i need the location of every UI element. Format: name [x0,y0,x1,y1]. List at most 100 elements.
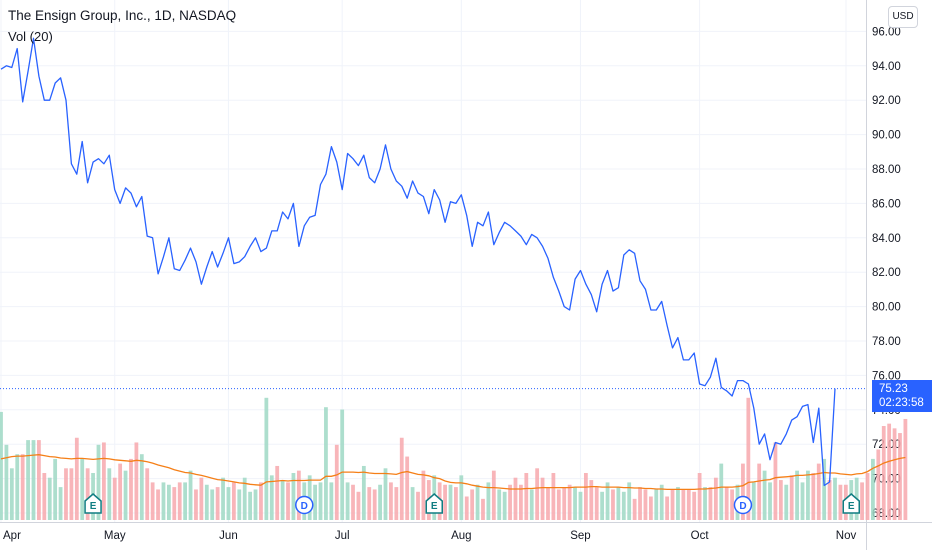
volume-bar [713,477,718,520]
volume-bar [860,482,864,520]
volume-bar [529,489,534,520]
volume-bar [80,458,85,520]
volume-bar [378,484,382,520]
x-tick-label: Aug [451,530,471,542]
volume-bar [865,473,870,520]
volume-bar [150,482,155,520]
y-tick-label: 80.00 [872,302,901,314]
dividend-marker [733,495,753,515]
x-tick-label: Jul [335,530,350,542]
event-marker-label: E [848,501,855,512]
volume-bar [751,482,756,520]
volume-bar [762,470,767,520]
volume-bar [64,468,68,520]
volume-bar [139,454,144,520]
symbol-title[interactable]: The Ensign Group, Inc., 1D, NASDAQ [8,8,237,23]
volume-bar [502,491,507,520]
event-marker-label: E [90,501,97,512]
earnings-marker [425,493,443,514]
event-marker-label: D [739,501,746,512]
event-marker-label: D [301,501,308,512]
volume-bar [806,470,810,520]
volume-bar [42,473,47,520]
volume-bar [96,444,101,520]
volume-bar [204,484,209,520]
volume-bar [454,487,458,520]
y-tick-label: 82.00 [872,267,901,279]
volume-bar [730,489,734,520]
volume-bar [654,489,659,520]
volume-bar [811,473,816,520]
volume-bar [697,473,702,520]
volume-bar [334,444,339,520]
volume-bar [448,484,453,520]
bar-countdown: 02:23:58 [879,397,924,409]
volume-bar [621,491,626,520]
volume-bar [231,482,236,520]
volume-bar [361,465,366,520]
earnings-marker [84,493,102,514]
y-tick-label: 92.00 [872,95,901,107]
volume-bar [784,484,789,520]
volume-bar [118,463,123,520]
volume-bar [345,482,350,520]
y-tick-label: 76.00 [872,370,901,382]
y-tick-label: 90.00 [872,130,901,142]
y-tick-label: 86.00 [872,198,901,210]
dividend-marker [295,495,314,515]
volume-bar [145,468,150,520]
volume-bar [410,487,415,520]
volume-bar [838,484,843,520]
volume-indicator-label[interactable]: Vol (20) [8,29,53,44]
y-tick-label: 96.00 [872,26,901,38]
volume-bar [47,477,52,520]
volume-bar [741,463,745,520]
volume-bar [789,475,794,520]
volume-bar [795,470,799,520]
volume-bar [188,470,193,520]
volume-bar [372,489,377,520]
volume-bar [719,463,724,520]
volume-bar [475,484,480,520]
volume-bar [199,477,204,520]
volume-bar [421,470,426,520]
volume-bar [318,482,323,520]
volume-bar [464,496,469,520]
volume-bar [887,423,892,520]
volume-bar [259,482,263,520]
volume-bar [53,458,58,520]
volume-bar [74,437,79,520]
volume-bar [665,496,670,520]
volume-bar [686,489,691,520]
volume-bar [459,475,464,520]
volume-bar [4,444,9,520]
volume-bar [648,496,653,520]
volume-bar [20,454,25,520]
volume-bar [264,397,269,520]
last-price-badge: 75.23 02:23:58 [872,380,932,412]
volume-bar [161,482,166,520]
volume-bar [724,487,729,520]
x-tick-label: Oct [691,530,710,542]
currency-button[interactable]: USD [888,6,918,28]
volume-bar [470,489,475,520]
volume-bar [389,482,393,520]
volume-bar [513,477,518,520]
volume-bar [156,489,160,520]
event-marker-label: E [431,501,438,512]
volume-bar [166,484,171,520]
volume-bar [573,487,577,520]
volume-bar [519,484,523,520]
volume-bar [703,487,707,520]
volume-bar [85,468,90,520]
volume-bar [405,456,410,520]
volume-bar [497,489,502,520]
volume-bar [816,463,821,520]
volume-bar [481,498,485,520]
volume-bar [210,489,215,520]
x-tick-label: May [104,530,126,542]
volume-bar [226,487,231,520]
volume-bar [280,480,285,520]
